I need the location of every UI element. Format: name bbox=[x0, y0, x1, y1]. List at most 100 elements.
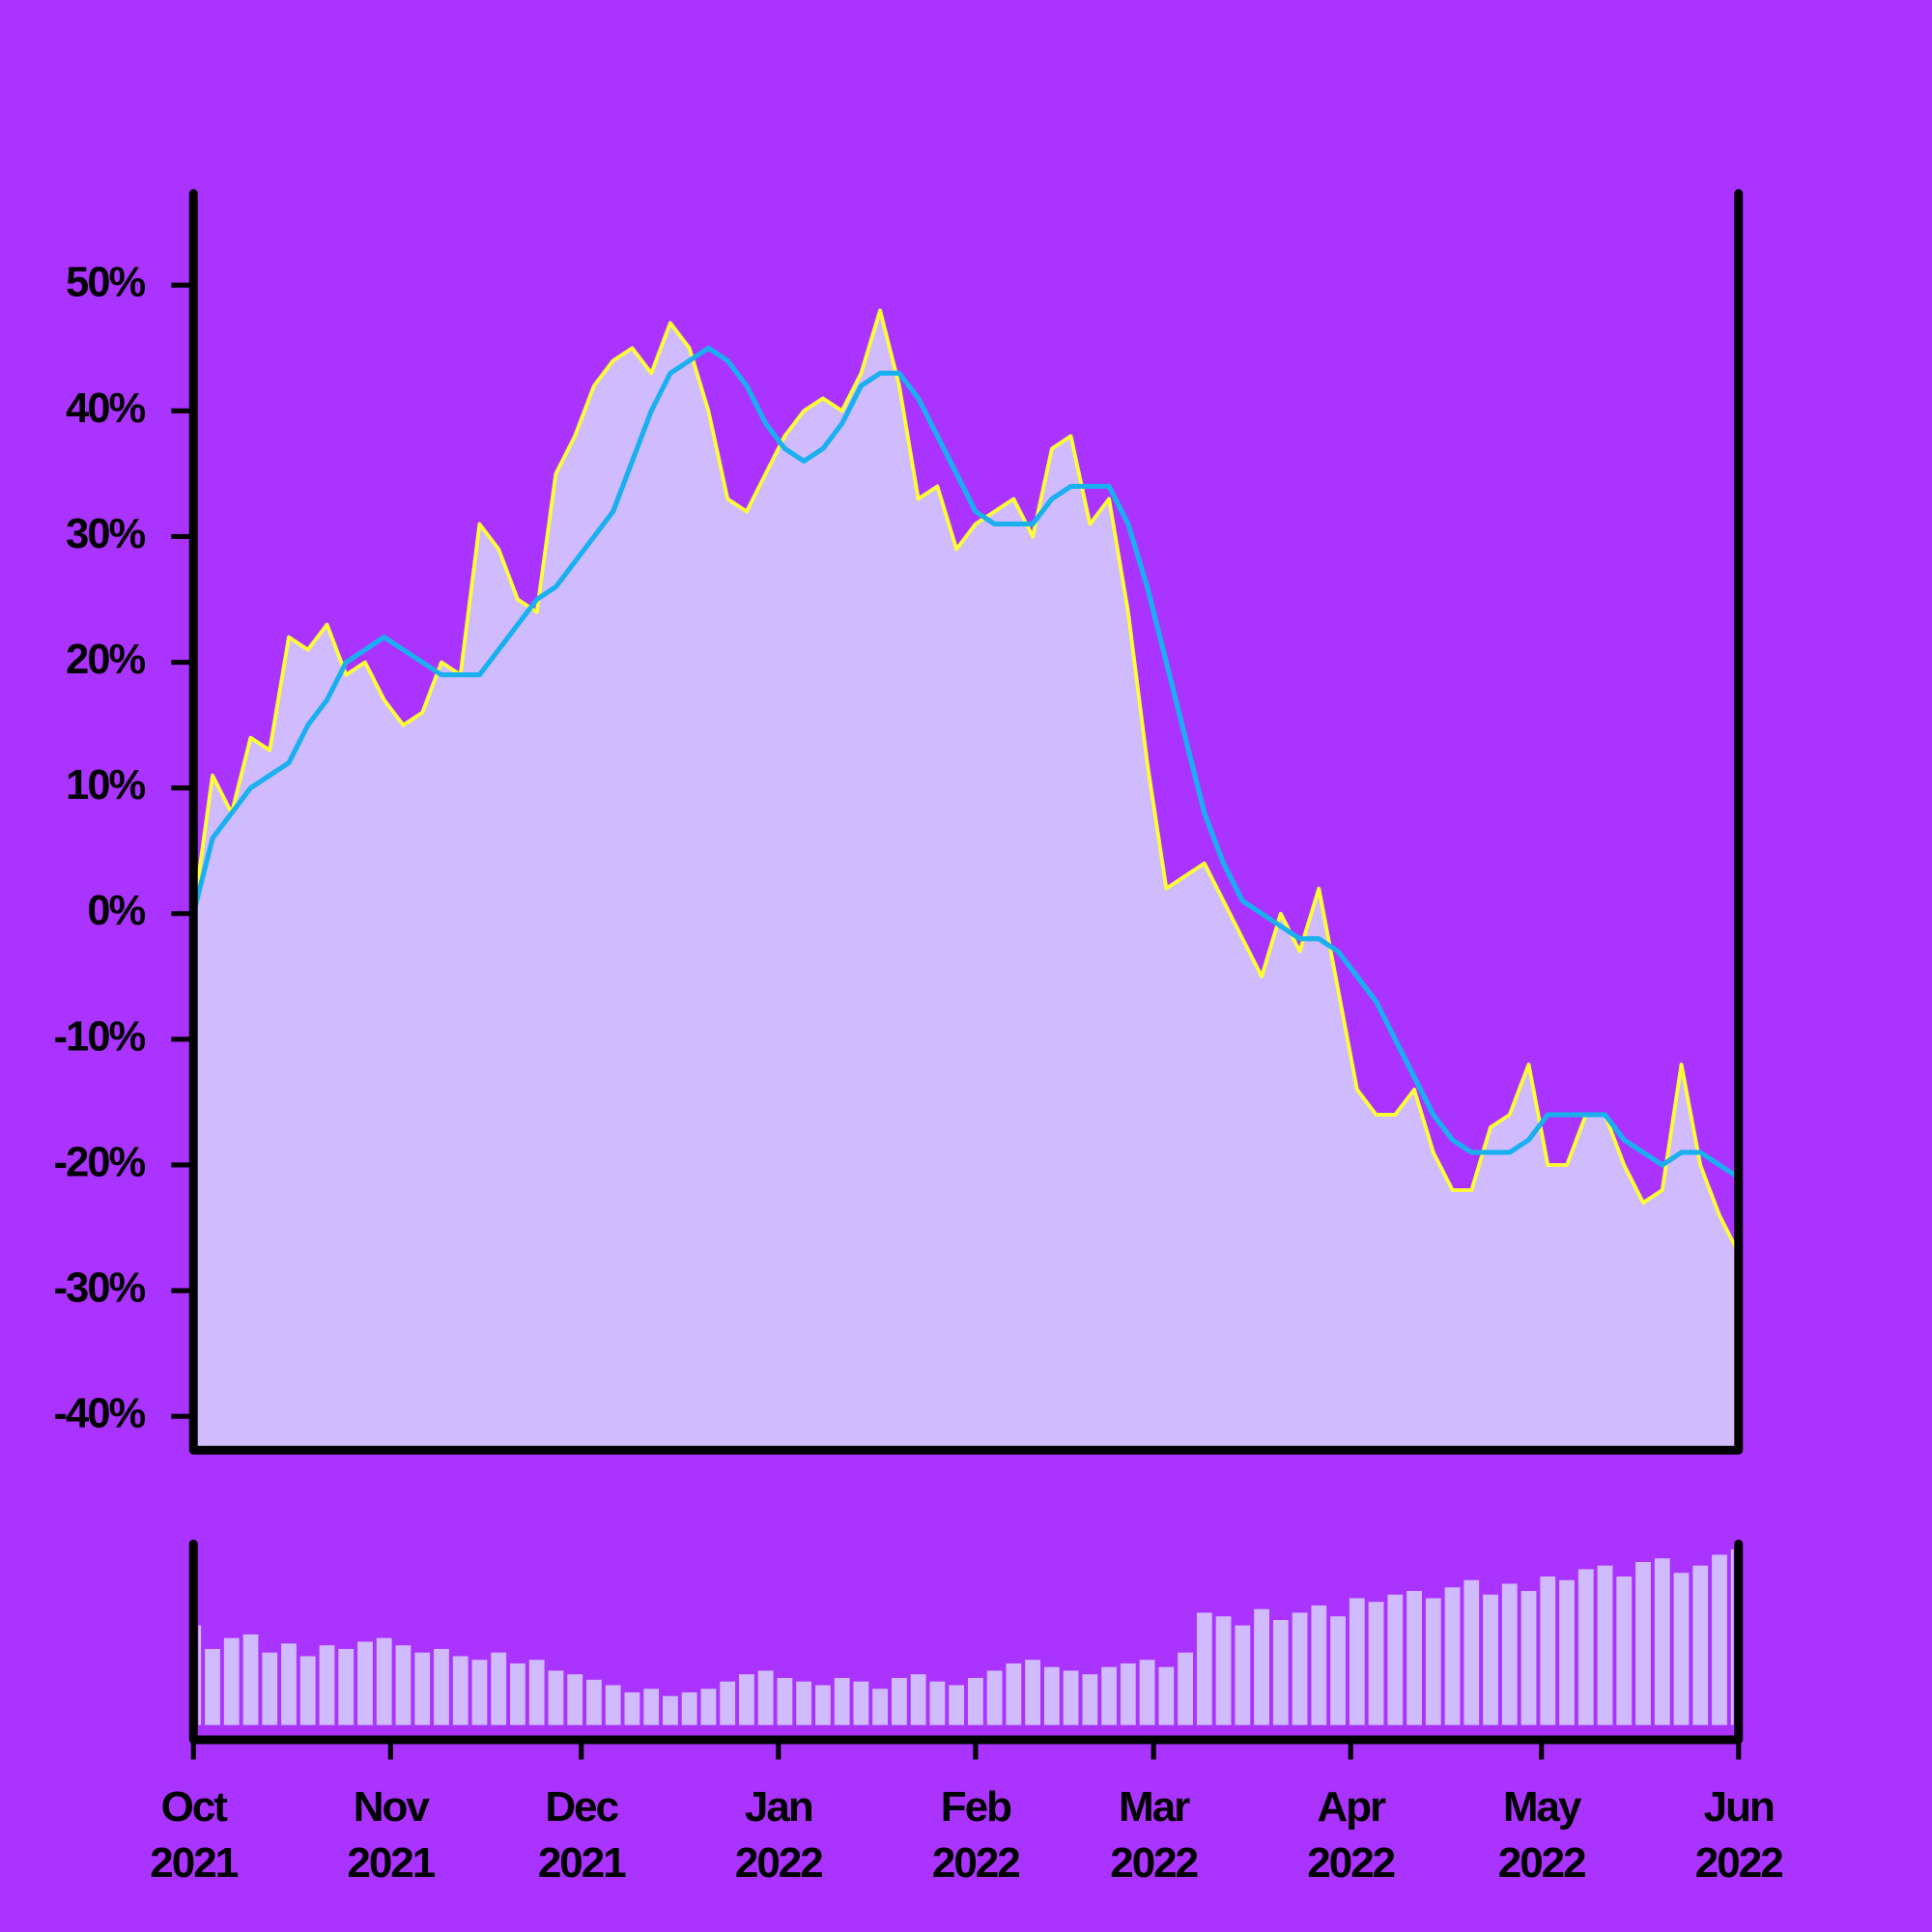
volume-bar bbox=[198, 1625, 202, 1725]
volume-bar bbox=[681, 1691, 697, 1725]
volume-bar bbox=[567, 1674, 583, 1725]
volume-bar bbox=[1101, 1666, 1117, 1725]
volume-bar bbox=[1616, 1576, 1633, 1725]
volume-bar bbox=[643, 1689, 660, 1725]
volume-bar bbox=[1330, 1616, 1346, 1725]
volume-bar bbox=[929, 1681, 946, 1725]
volume-bar bbox=[414, 1652, 431, 1725]
volume-bar bbox=[1120, 1662, 1136, 1725]
volume-bar bbox=[815, 1685, 831, 1725]
x-tick-label: Dec 2021 bbox=[537, 1782, 627, 1887]
y-tick-label: 20% bbox=[66, 637, 145, 683]
volume-bar bbox=[853, 1681, 869, 1725]
volume-bar bbox=[338, 1648, 355, 1725]
x-tick-label: Mar 2022 bbox=[1110, 1782, 1199, 1887]
volume-bar bbox=[700, 1689, 717, 1725]
y-tick-label: 10% bbox=[66, 762, 145, 809]
y-tick-label: -40% bbox=[54, 1391, 146, 1437]
volume-bar bbox=[1559, 1579, 1575, 1725]
volume-bar bbox=[1196, 1612, 1212, 1725]
volume-bar bbox=[949, 1685, 965, 1725]
line bbox=[190, 345, 1741, 1180]
volume-bar bbox=[757, 1670, 774, 1725]
volume-bar bbox=[1406, 1590, 1422, 1725]
volume-bar bbox=[1540, 1576, 1556, 1725]
volume-bar bbox=[586, 1679, 602, 1725]
x-tick-label: Jun 2022 bbox=[1694, 1782, 1784, 1887]
volume-bar bbox=[395, 1645, 412, 1725]
volume-bar bbox=[1082, 1674, 1098, 1725]
volume-bar bbox=[357, 1641, 373, 1725]
volume-bar bbox=[1178, 1652, 1193, 1725]
volume-bar bbox=[1425, 1598, 1441, 1725]
volume-bar bbox=[1673, 1573, 1690, 1725]
x-tick-label: May 2022 bbox=[1497, 1782, 1587, 1887]
volume-bar bbox=[223, 1637, 240, 1725]
volume-bar bbox=[1463, 1579, 1480, 1725]
volume-bar bbox=[1712, 1554, 1727, 1725]
volume-bar bbox=[1654, 1558, 1670, 1725]
volume-bar bbox=[281, 1643, 297, 1725]
volume-bar bbox=[1444, 1587, 1461, 1725]
volume-bar bbox=[1597, 1565, 1613, 1725]
y-tick-label: -30% bbox=[54, 1264, 146, 1311]
volume-bar bbox=[624, 1691, 640, 1725]
axis-frame bbox=[188, 188, 1744, 1455]
volume-bar bbox=[510, 1662, 526, 1725]
volume-bar bbox=[452, 1656, 469, 1725]
x-tick-label: Jan 2022 bbox=[734, 1782, 824, 1887]
area bbox=[193, 310, 1739, 1451]
volume-bar bbox=[967, 1677, 983, 1725]
volume-bar bbox=[528, 1660, 545, 1725]
volume-bar bbox=[491, 1652, 507, 1725]
volume-bar bbox=[205, 1648, 220, 1725]
volume-bar bbox=[910, 1674, 926, 1725]
volume-bar bbox=[1158, 1666, 1175, 1725]
volume-bar bbox=[834, 1677, 850, 1725]
y-tick-label: 40% bbox=[66, 385, 145, 432]
x-tick-label: Oct 2021 bbox=[150, 1782, 239, 1887]
volume-bar bbox=[605, 1685, 621, 1725]
volume-bar bbox=[1730, 1548, 1734, 1725]
volume-bar bbox=[434, 1648, 449, 1725]
volume-bar bbox=[891, 1677, 907, 1725]
volume-bar bbox=[739, 1674, 754, 1725]
y-tick-label: 0% bbox=[87, 888, 145, 934]
volume-bar bbox=[548, 1670, 564, 1725]
volume-bar bbox=[1368, 1602, 1384, 1725]
volume-bar bbox=[1292, 1612, 1308, 1725]
volume-bar bbox=[720, 1681, 736, 1725]
volume-bar bbox=[471, 1660, 488, 1725]
volume-bar bbox=[1272, 1619, 1289, 1725]
volume-bar bbox=[1635, 1561, 1651, 1725]
volume-bar bbox=[1139, 1660, 1155, 1725]
volume-bar bbox=[1692, 1565, 1709, 1725]
volume-bar bbox=[319, 1645, 335, 1725]
x-tick-label: Apr 2022 bbox=[1307, 1782, 1396, 1887]
volume-bar bbox=[1577, 1569, 1594, 1725]
volume-bar bbox=[299, 1656, 316, 1725]
volume-bar bbox=[1215, 1616, 1232, 1725]
volume-bar bbox=[242, 1634, 259, 1725]
volume-bar bbox=[1235, 1625, 1251, 1725]
volume-bar bbox=[1025, 1660, 1041, 1725]
volume-bar bbox=[777, 1677, 793, 1725]
y-tick-label: -20% bbox=[54, 1139, 146, 1185]
line bbox=[191, 308, 1741, 1254]
volume-bar bbox=[1520, 1590, 1537, 1725]
y-tick-label: 30% bbox=[66, 511, 145, 557]
volume-bar bbox=[376, 1637, 392, 1725]
volume-bar bbox=[1063, 1670, 1079, 1725]
volume-bar bbox=[1006, 1662, 1022, 1725]
volume-bar bbox=[1043, 1666, 1060, 1725]
axis-frame bbox=[188, 1539, 1744, 1745]
volume-bar bbox=[1254, 1608, 1269, 1725]
volume-bar bbox=[663, 1695, 678, 1725]
volume-bar bbox=[1387, 1594, 1404, 1725]
volume-bar bbox=[1349, 1598, 1365, 1725]
volume-bar bbox=[1311, 1605, 1327, 1725]
volume-bar bbox=[986, 1670, 1003, 1725]
volume-bar bbox=[262, 1652, 278, 1725]
